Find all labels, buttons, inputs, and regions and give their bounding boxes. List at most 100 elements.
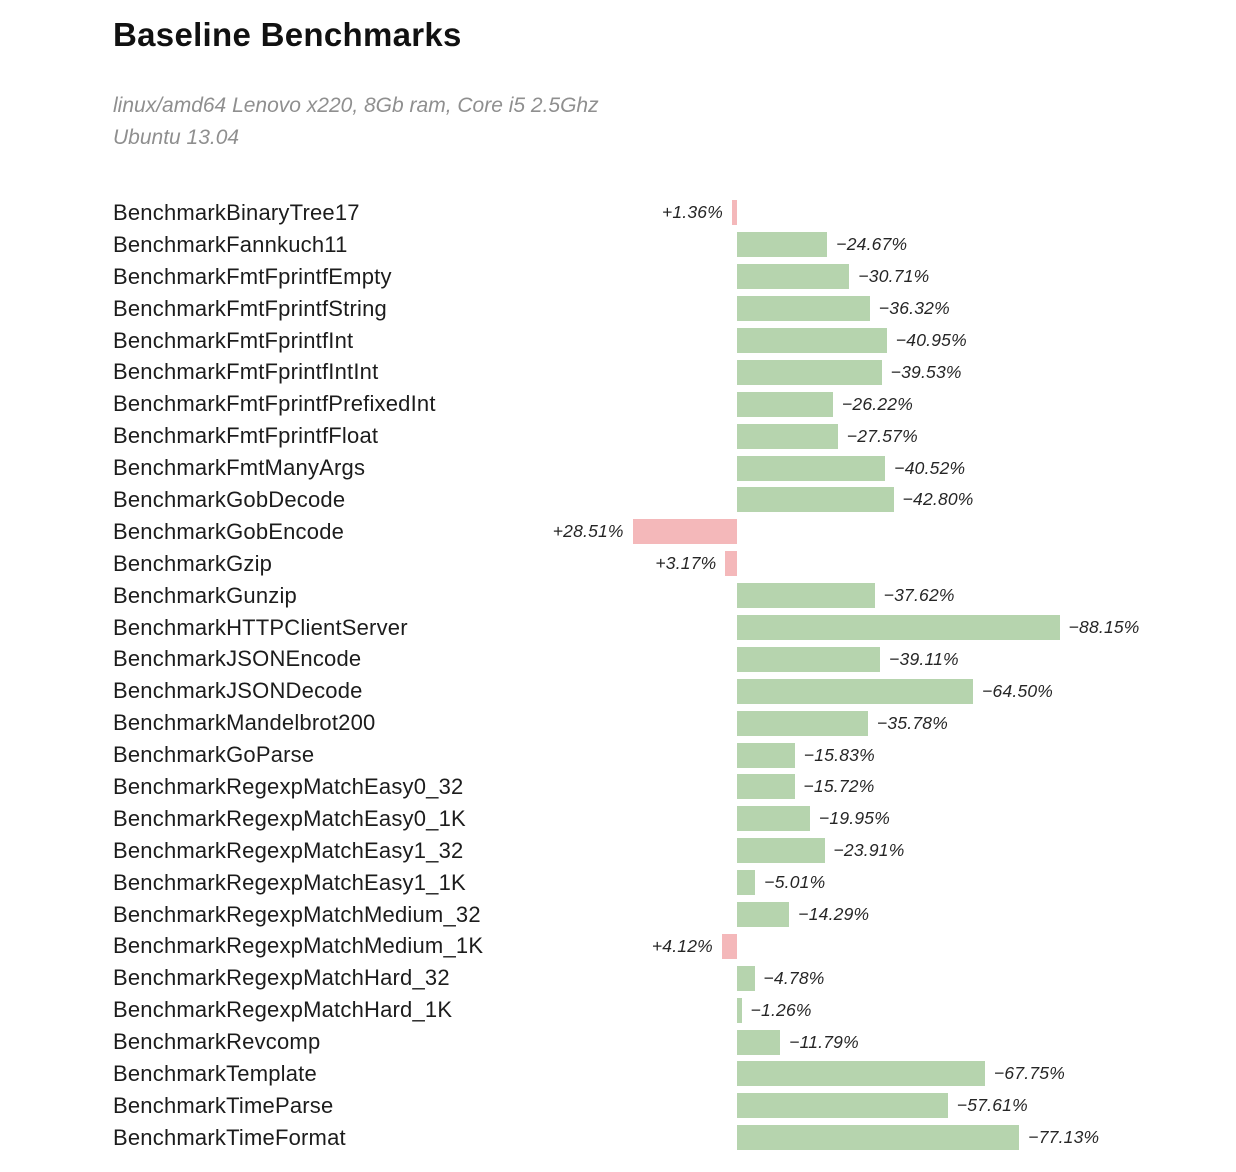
benchmark-bar [737,391,833,417]
improvement-zone: −88.15% [737,615,1236,641]
benchmark-value: −37.62% [883,585,955,606]
benchmark-value: −64.50% [982,680,1054,701]
benchmark-bar [737,902,790,928]
benchmark-name: BenchmarkRegexpMatchEasy1_32 [113,837,464,863]
benchmark-value: −35.78% [877,712,948,733]
benchmark-value: −77.13% [1028,1127,1100,1148]
benchmark-value: −36.32% [878,298,950,319]
improvement-zone: −15.83% [737,742,1236,768]
benchmark-name: BenchmarkFmtFprintfString [113,295,387,321]
benchmark-bar [737,678,974,704]
improvement-zone: −77.13% [737,1125,1236,1151]
benchmark-row: BenchmarkRegexpMatchHard_1K −1.26% [113,994,1236,1026]
benchmark-name: BenchmarkRegexpMatchEasy1_1K [113,869,466,895]
benchmark-name: BenchmarkFmtFprintfEmpty [113,263,392,289]
benchmark-row: BenchmarkGunzip −37.62% [113,580,1236,612]
benchmark-name: BenchmarkJSONEncode [113,646,362,672]
benchmark-name: BenchmarkTimeParse [113,1092,334,1118]
improvement-zone: −39.53% [737,359,1236,385]
benchmark-bar [737,997,742,1023]
benchmark-bar [632,519,737,545]
benchmark-bar [737,646,881,672]
regression-zone: +1.36% [550,200,737,226]
page-title: Baseline Benchmarks [113,16,462,53]
benchmark-value: −14.29% [798,904,870,925]
improvement-zone: −67.75% [737,1061,1236,1087]
benchmark-value: −40.52% [894,457,966,478]
benchmark-row: BenchmarkRegexpMatchMedium_32 −14.29% [113,899,1236,931]
benchmark-name: BenchmarkRevcomp [113,1029,321,1055]
benchmark-name: BenchmarkGoParse [113,742,315,768]
benchmark-chart: BenchmarkBinaryTree17 +1.36% BenchmarkFann… [113,197,1236,1154]
benchmark-bar [737,232,828,258]
benchmark-bar [737,965,755,991]
improvement-zone: −36.32% [737,296,1236,322]
benchmark-value: −24.67% [836,234,908,255]
benchmark-bar [737,710,868,736]
benchmark-row: BenchmarkRegexpMatchMedium_1K +4.12% [113,930,1236,962]
improvement-zone: −19.95% [737,806,1236,832]
benchmark-bar [737,1061,985,1087]
benchmark-row: BenchmarkRegexpMatchEasy0_1K −19.95% [113,803,1236,835]
improvement-zone: −57.61% [737,1093,1236,1119]
benchmark-bar [737,615,1060,641]
improvement-zone: −26.22% [737,391,1236,417]
improvement-zone: −64.50% [737,678,1236,704]
benchmark-value: −5.01% [764,872,826,893]
benchmark-name: BenchmarkGzip [113,550,273,576]
benchmark-bar [737,264,850,290]
improvement-zone: −30.71% [737,264,1236,290]
improvement-zone: −40.95% [737,328,1236,353]
benchmark-name: BenchmarkRegexpMatchMedium_1K [113,933,484,959]
benchmark-bar [721,933,737,959]
benchmark-name: BenchmarkMandelbrot200 [113,710,376,736]
regression-zone: +28.51% [550,519,737,545]
benchmark-row: BenchmarkTemplate −67.75% [113,1058,1236,1090]
benchmark-row: BenchmarkHTTPClientServer −88.15% [113,612,1236,644]
benchmark-row: BenchmarkFmtFprintfFloat −27.57% [113,420,1236,452]
benchmark-value: −15.83% [803,744,875,765]
benchmark-bar [737,1029,781,1055]
benchmark-name: BenchmarkRegexpMatchMedium_32 [113,901,481,927]
benchmark-row: BenchmarkJSONDecode −64.50% [113,675,1236,707]
benchmark-bar [737,806,810,832]
benchmark-name: BenchmarkRegexpMatchEasy0_1K [113,805,466,831]
benchmark-bar [737,742,795,768]
benchmark-name: BenchmarkFmtFprintfPrefixedInt [113,391,436,417]
benchmark-value: −26.22% [842,393,913,414]
benchmark-row: BenchmarkGobEncode +28.51% [113,516,1236,548]
benchmark-name: BenchmarkHTTPClientServer [113,614,408,640]
benchmark-row: BenchmarkFmtFprintfEmpty −30.71% [113,261,1236,293]
improvement-zone: −14.29% [737,902,1236,928]
benchmark-row: BenchmarkFmtFprintfInt −40.95% [113,325,1236,357]
benchmark-value: −1.26% [750,999,812,1020]
benchmark-name: BenchmarkBinaryTree17 [113,199,360,225]
benchmark-bar [737,583,875,609]
benchmark-name: BenchmarkGobDecode [113,486,346,512]
benchmark-name: BenchmarkJSONDecode [113,678,363,704]
benchmark-value: −57.61% [956,1095,1028,1116]
improvement-zone: −37.62% [737,583,1236,609]
subtitle-line-2: Ubuntu 13.04 [113,125,240,149]
benchmark-bar [737,1125,1020,1151]
benchmark-value: −4.78% [763,967,825,988]
benchmark-bar [732,200,737,226]
benchmark-row: BenchmarkBinaryTree17 +1.36% [113,197,1236,229]
benchmark-name: BenchmarkGobEncode [113,518,345,544]
benchmark-row: BenchmarkGoParse −15.83% [113,739,1236,771]
benchmark-row: BenchmarkGzip +3.17% [113,548,1236,580]
benchmark-name: BenchmarkRegexpMatchHard_1K [113,997,453,1023]
benchmark-name: BenchmarkFmtFprintfInt [113,327,354,353]
benchmark-value: +1.36% [661,202,723,223]
benchmark-name: BenchmarkRegexpMatchEasy0_32 [113,773,464,799]
improvement-zone: −40.52% [737,455,1236,481]
benchmark-bar [737,1093,948,1119]
benchmark-value: −30.71% [858,266,930,287]
benchmark-row: BenchmarkTimeParse −57.61% [113,1090,1236,1122]
benchmark-name: BenchmarkFannkuch11 [113,231,348,257]
benchmark-value: −39.53% [890,361,962,382]
improvement-zone: −11.79% [737,1029,1236,1055]
benchmark-bar [737,359,882,385]
benchmark-row: BenchmarkMandelbrot200 −35.78% [113,707,1236,739]
